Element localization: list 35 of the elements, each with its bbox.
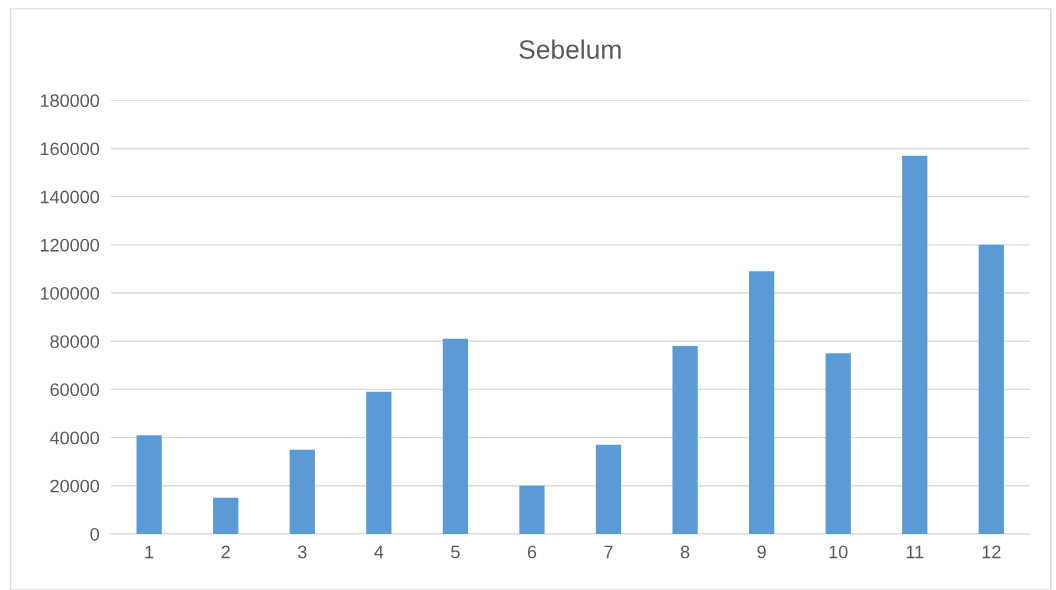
y-tick-label: 100000 [40,286,100,300]
x-tick-label: 9 [757,545,766,559]
bar [902,155,928,534]
bar [289,449,315,534]
bar [595,444,622,534]
bar [366,391,392,534]
x-tick-label: 11 [906,545,924,559]
y-tick-label: 20000 [50,479,100,493]
x-tick-label: 2 [221,545,230,559]
x-tick-label: 3 [297,545,307,559]
y-tick-label: 60000 [50,383,100,397]
x-tick-label: 6 [527,545,537,559]
x-tick-label: 7 [604,545,613,559]
chart-title: Sebelum [519,39,621,59]
bar [213,497,239,534]
x-tick-label: 5 [451,545,460,559]
y-tick-label: 0 [90,527,100,541]
x-tick-label: 10 [829,545,848,559]
x-tick-label: 1 [145,545,154,559]
y-tick-label: 40000 [49,431,100,445]
x-tick-label: 4 [374,545,384,559]
x-tick-label: 12 [982,545,1001,559]
y-tick-label: 120000 [40,238,100,252]
bar [978,244,1004,534]
bar [519,485,545,534]
y-tick-label: 80000 [50,335,100,348]
bar [672,346,698,534]
y-tick-label: 140000 [40,190,100,204]
bar [749,271,775,534]
y-tick-label: 180000 [40,94,100,108]
bar [825,353,851,534]
bar [136,435,162,534]
bar [442,338,469,534]
x-tick-label: 8 [680,545,690,559]
y-tick-label: 160000 [40,142,100,156]
